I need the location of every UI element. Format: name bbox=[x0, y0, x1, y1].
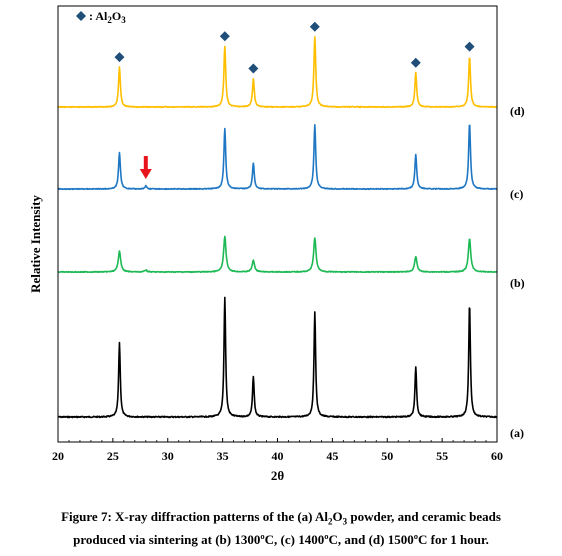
x-tick-label-45: 45 bbox=[326, 449, 338, 463]
series-line-d bbox=[57, 36, 498, 109]
series-label-a: (a) bbox=[510, 426, 524, 440]
x-tick-label-35: 35 bbox=[217, 449, 229, 463]
series-line-b bbox=[57, 235, 498, 274]
peak-diamond-marker bbox=[114, 52, 125, 63]
x-tick-label-60: 60 bbox=[491, 449, 503, 463]
x-axis-ticks: 20 25 30 35 40 45 50 55 60 bbox=[52, 438, 503, 463]
series-label-d: (d) bbox=[510, 104, 525, 118]
x-tick-label-25: 25 bbox=[107, 449, 119, 463]
x-tick-label-40: 40 bbox=[272, 449, 284, 463]
peak-diamond-marker bbox=[248, 63, 259, 74]
legend-label: : Al2O3 bbox=[89, 9, 126, 25]
annotation-layer bbox=[139, 156, 152, 179]
series-label-b: (b) bbox=[510, 276, 525, 290]
series-labels: (a) (b) (c) (d) bbox=[510, 104, 525, 440]
plot-frame bbox=[57, 5, 498, 443]
y-axis-title: Relative Intensity bbox=[28, 195, 43, 293]
caption-line-2: produced via sintering at (b) 1300ºC, (c… bbox=[73, 531, 489, 547]
figure-caption: Figure 7: X-ray diffraction patterns of … bbox=[0, 508, 562, 549]
x-axis-title: 2θ bbox=[271, 468, 285, 483]
series-layer bbox=[57, 36, 498, 419]
xrd-chart: 20 25 30 35 40 45 50 55 60 (a) (b) (c) (d) 2θ Relat… bbox=[28, 5, 525, 483]
arrow-shaft bbox=[143, 156, 148, 170]
legend: : Al2O3 bbox=[76, 9, 126, 25]
arrow-head bbox=[139, 169, 152, 179]
caption-line-1: Figure 7: X-ray diffraction patterns of … bbox=[61, 509, 501, 527]
series-line-a bbox=[57, 296, 498, 419]
peak-diamond-marker bbox=[309, 21, 320, 32]
peak-marker-layer bbox=[114, 21, 475, 74]
x-tick-label-30: 30 bbox=[162, 449, 174, 463]
peak-diamond-marker bbox=[410, 57, 421, 68]
peak-diamond-marker bbox=[219, 31, 230, 42]
x-tick-label-50: 50 bbox=[381, 449, 393, 463]
peak-diamond-marker bbox=[464, 41, 475, 52]
series-line-c bbox=[57, 123, 498, 191]
legend-diamond-marker bbox=[76, 11, 86, 21]
series-label-c: (c) bbox=[510, 187, 523, 201]
x-tick-label-55: 55 bbox=[436, 449, 448, 463]
x-tick-label-20: 20 bbox=[52, 449, 64, 463]
